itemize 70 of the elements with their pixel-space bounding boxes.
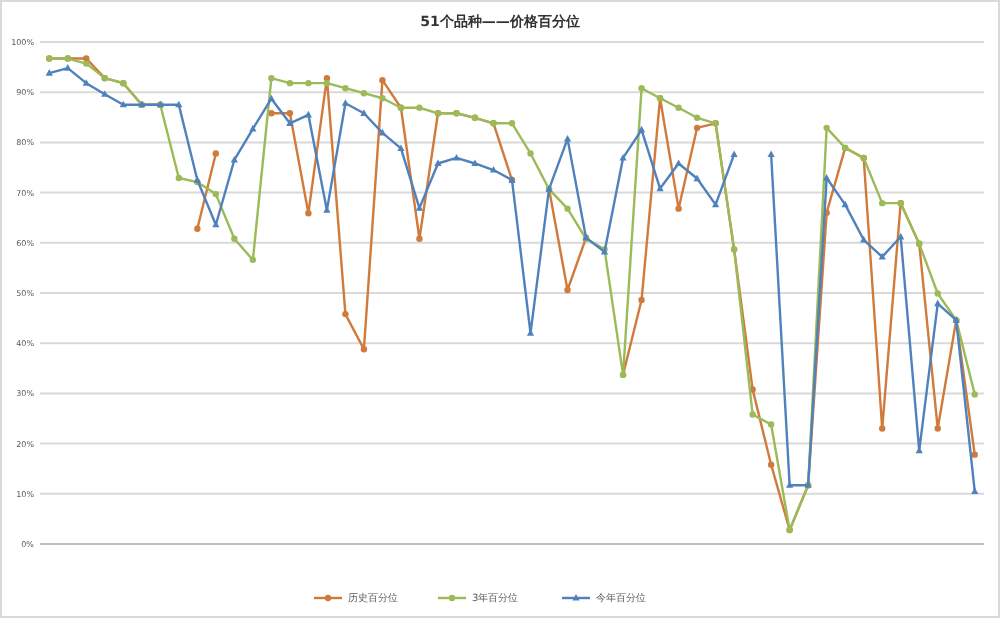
point	[286, 110, 294, 117]
point	[638, 296, 645, 304]
point	[675, 104, 682, 111]
point	[305, 79, 312, 87]
point	[212, 150, 220, 157]
point	[101, 90, 109, 97]
point	[249, 256, 257, 264]
point	[749, 411, 756, 418]
point	[693, 114, 701, 121]
point	[268, 74, 275, 82]
point	[693, 124, 701, 132]
point	[379, 95, 386, 102]
point	[342, 84, 349, 92]
point	[305, 209, 312, 217]
point	[194, 225, 201, 232]
point	[841, 200, 849, 208]
point	[508, 120, 516, 127]
point	[434, 159, 442, 167]
point	[823, 174, 831, 181]
point	[230, 155, 238, 163]
point	[323, 79, 331, 87]
point	[267, 94, 275, 102]
point	[879, 199, 886, 207]
point	[971, 487, 979, 494]
point	[767, 421, 775, 428]
point	[471, 159, 479, 167]
point	[823, 124, 830, 132]
point	[767, 461, 775, 468]
point	[619, 153, 627, 161]
point	[83, 60, 90, 67]
point	[730, 150, 738, 158]
point	[934, 425, 941, 432]
point	[360, 346, 368, 353]
point	[286, 119, 294, 126]
point	[416, 104, 423, 111]
point	[304, 110, 312, 118]
point	[674, 159, 683, 167]
point	[82, 79, 90, 86]
point	[675, 205, 682, 212]
point	[638, 84, 645, 92]
point	[452, 153, 461, 161]
point	[934, 299, 942, 307]
point	[212, 190, 220, 198]
point	[342, 310, 349, 318]
point	[564, 286, 571, 294]
point	[527, 150, 534, 157]
point	[767, 150, 775, 158]
point	[416, 235, 423, 242]
point	[360, 109, 368, 116]
point	[379, 76, 386, 84]
point	[656, 184, 664, 192]
point	[971, 391, 978, 398]
point	[786, 481, 794, 488]
point	[64, 64, 72, 71]
point	[360, 90, 368, 97]
point	[693, 174, 701, 182]
point	[971, 451, 978, 458]
point	[231, 235, 238, 242]
point	[45, 69, 53, 76]
point	[712, 200, 720, 208]
point	[175, 174, 183, 182]
point	[397, 144, 405, 152]
point	[489, 166, 498, 173]
point	[934, 290, 941, 297]
point	[564, 205, 571, 212]
point	[879, 425, 886, 432]
point	[268, 110, 275, 117]
point	[415, 204, 424, 211]
point	[286, 79, 294, 87]
point	[323, 74, 331, 82]
